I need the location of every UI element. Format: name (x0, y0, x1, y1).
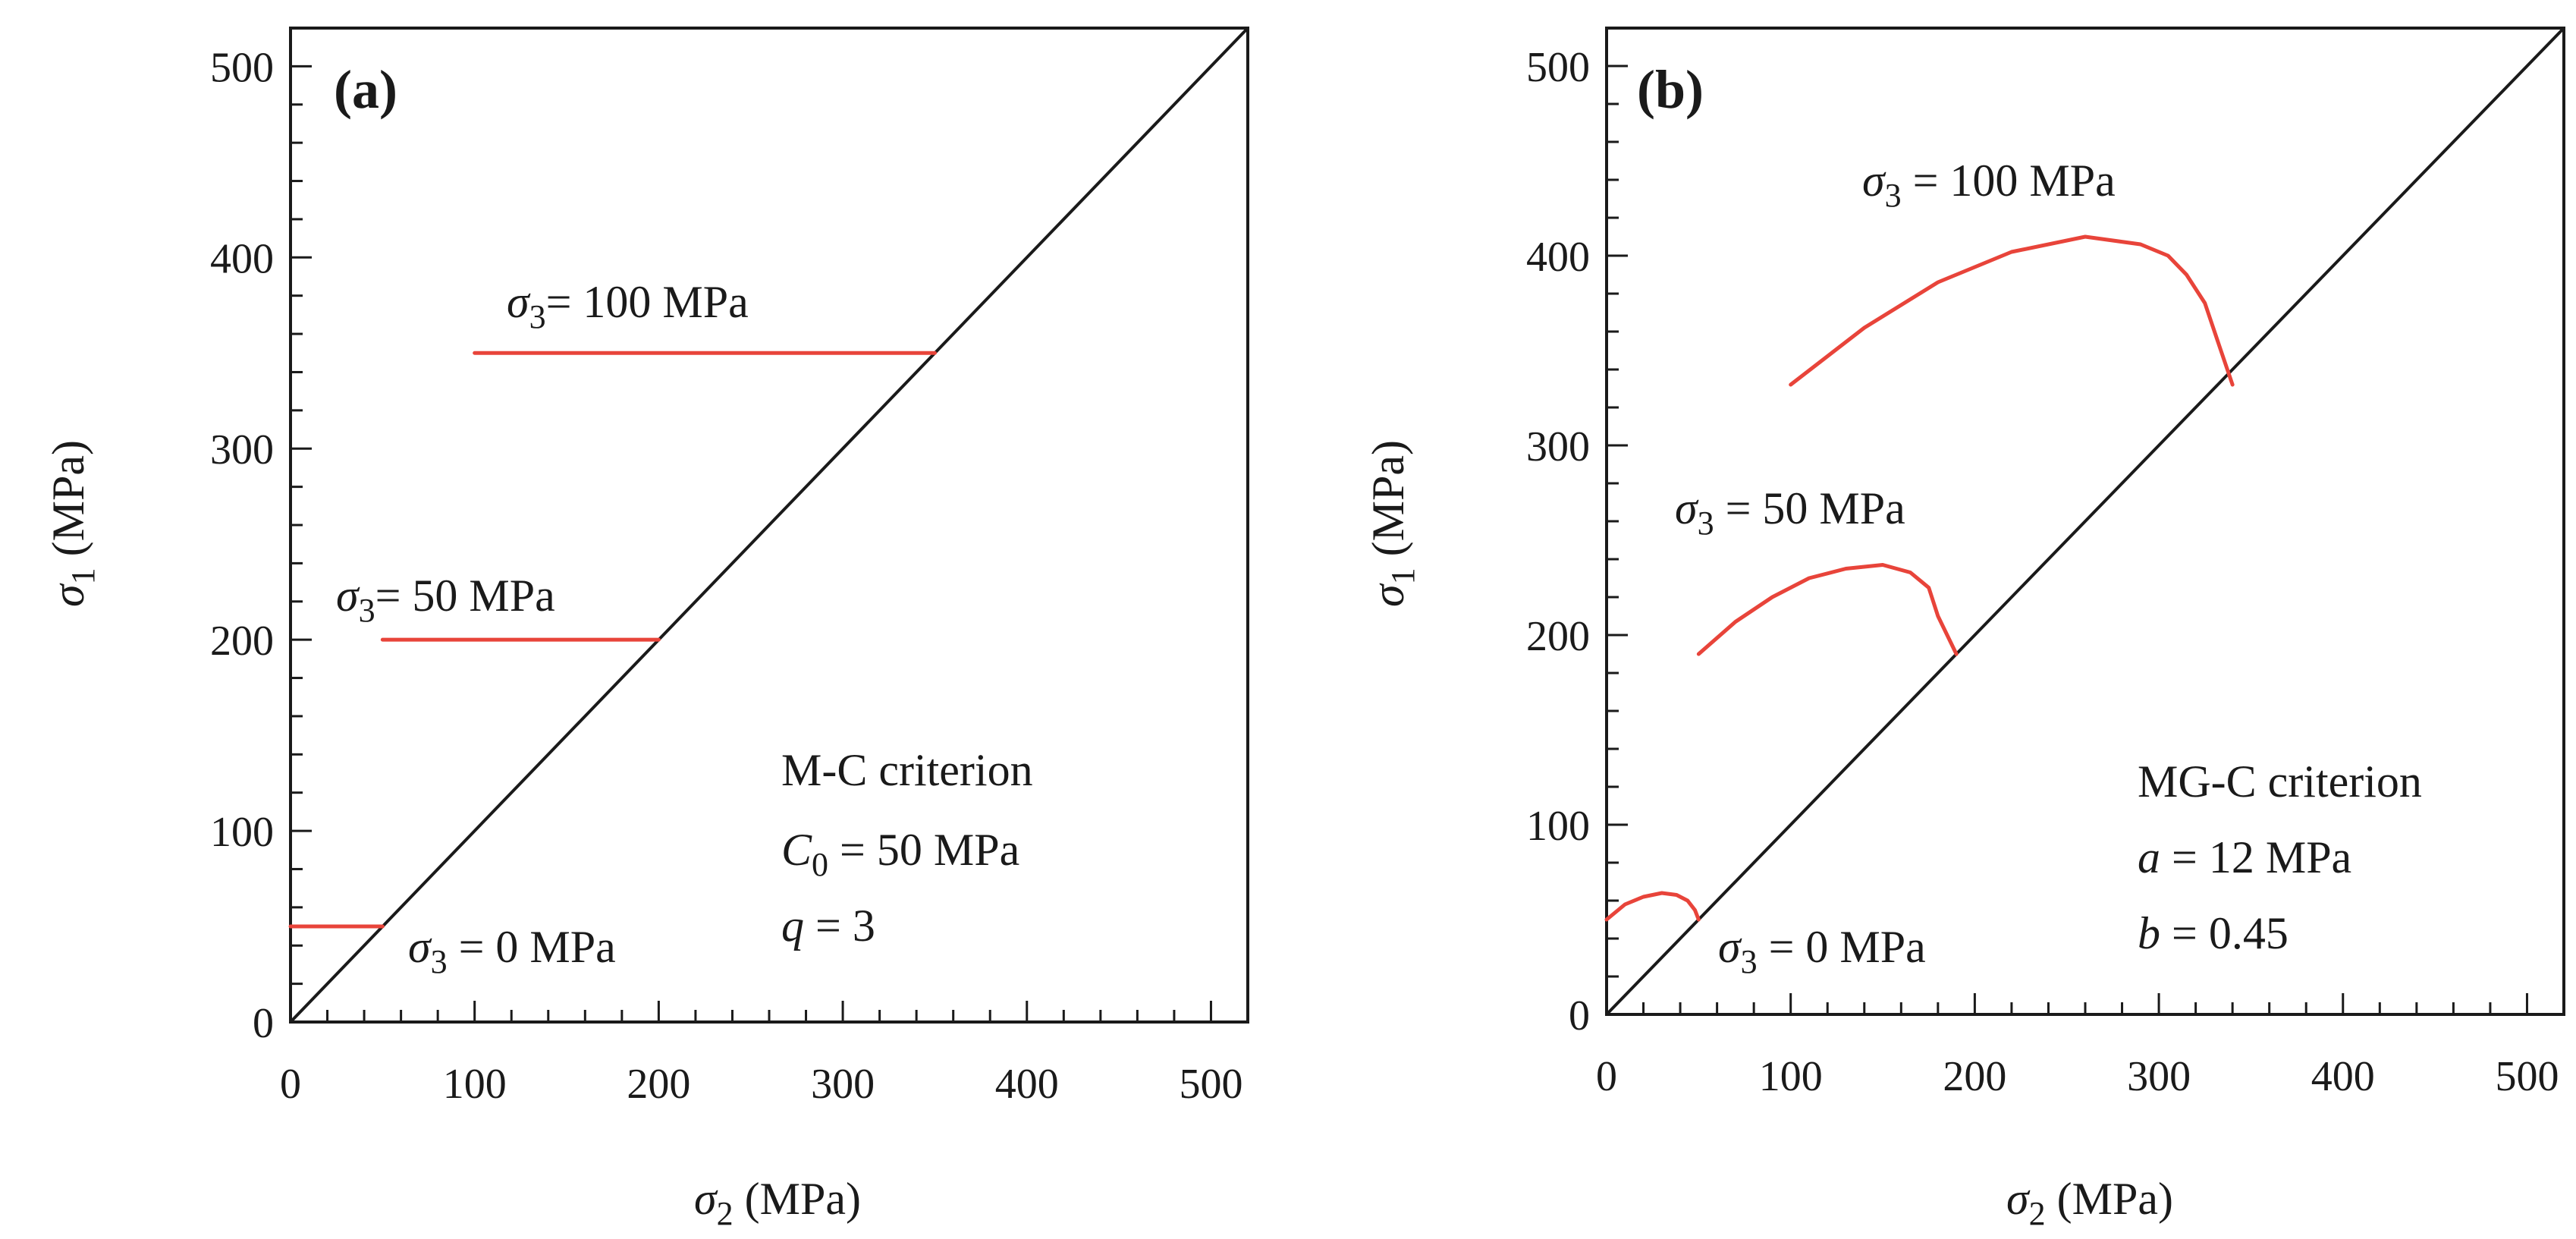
panel-b-criterion-title: MG-C criterion (2138, 756, 2422, 807)
panel-b-y-tick-label-0: 0 (1569, 992, 1590, 1039)
panel-b-y-ticks: 0 100 200 300 400 500 (1526, 27, 1628, 1039)
panel-a-criterion-line2: q = 3 (781, 901, 875, 951)
panel-a-y-ticks: 0 100 200 300 400 500 (210, 27, 312, 1047)
panel-b-y-tick-label-100: 100 (1526, 803, 1590, 850)
panel-a-y-tick-label-300: 300 (210, 426, 274, 473)
panel-b-series-lines (1604, 234, 2235, 922)
panel-b-y-tick-label-400: 400 (1526, 234, 1590, 281)
panel-a-criterion-line1: C0 = 50 MPa (781, 825, 1019, 883)
panel-a-x-ticks: 0 100 200 300 400 500 (280, 1001, 1249, 1108)
panel-a-x-tick-label-200: 200 (627, 1061, 690, 1108)
panel-a-diagonal-line (289, 27, 1249, 1024)
panel-a-y-tick-label-500: 500 (210, 44, 274, 91)
panel-b-diagonal-line (1605, 27, 2565, 1016)
panel-b-y-tick-label-200: 200 (1526, 613, 1590, 660)
panel-b-y-axis-label: σ1 (MPa) (1363, 440, 1422, 607)
panel-a-y-tick-label-0: 0 (253, 1000, 274, 1047)
panel-b-x-ticks: 0 100 200 300 400 500 (1596, 993, 2565, 1100)
panel-b-label: (b) (1637, 59, 1704, 120)
panel-b-series-2-line (1789, 234, 2235, 387)
panel-a-label-sigma3-0: σ3 = 0 MPa (408, 922, 616, 980)
panel-a-x-tick-label-500: 500 (1179, 1061, 1242, 1108)
panel-b-x-tick-label-400: 400 (2311, 1053, 2375, 1100)
panel-a-label-sigma3-100: σ3= 100 MPa (507, 277, 749, 335)
panel-b-x-axis-label: σ2 (MPa) (2006, 1174, 2173, 1232)
panel-a-x-tick-label-300: 300 (811, 1061, 875, 1108)
panel-a-x-axis-label: σ2 (MPa) (694, 1174, 861, 1232)
panel-b-label-sigma3-50: σ3 = 50 MPa (1675, 483, 1905, 542)
panel-b-x-tick-label-0: 0 (1596, 1053, 1617, 1100)
panel-a-label-sigma3-50: σ3= 50 MPa (336, 571, 555, 629)
panel-a-series-lines (288, 351, 937, 929)
panel-b-criterion-line1: a = 12 MPa (2138, 832, 2351, 882)
panel-b-criterion-line2: b = 0.45 (2138, 908, 2289, 958)
panel-a-y-axis-label: σ1 (MPa) (43, 440, 102, 607)
panel-a-y-tick-label-400: 400 (210, 235, 274, 282)
panel-b-x-tick-label-200: 200 (1943, 1053, 2006, 1100)
panel-b-y-tick-label-500: 500 (1526, 44, 1590, 91)
panel-b-label-sigma3-100: σ3 = 100 MPa (1862, 156, 2116, 214)
panel-b: (b) 0 100 200 300 400 500 0 100 200 300 400 500 σ3… (1363, 27, 2565, 1232)
panel-b-x-tick-label-500: 500 (2495, 1053, 2559, 1100)
panel-a-x-tick-label-0: 0 (280, 1061, 301, 1108)
panel-a-x-tick-label-400: 400 (995, 1061, 1059, 1108)
panel-a-y-tick-label-200: 200 (210, 618, 274, 665)
panel-b-x-tick-label-100: 100 (1759, 1053, 1823, 1100)
panel-b-y-tick-label-300: 300 (1526, 423, 1590, 470)
panel-a-label: (a) (334, 59, 397, 120)
panel-a: (a) 0 100 200 300 400 500 0 100 200 300 400 500 σ3… (43, 27, 1249, 1232)
panel-a-criterion-title: M-C criterion (781, 745, 1033, 795)
panel-a-x-tick-label-100: 100 (443, 1061, 507, 1108)
panel-a-y-tick-label-100: 100 (210, 809, 274, 856)
panel-b-label-sigma3-0: σ3 = 0 MPa (1718, 922, 1926, 980)
panel-b-x-tick-label-300: 300 (2127, 1053, 2191, 1100)
panel-b-series-1-line (1696, 563, 1959, 656)
panel-b-series-0-line (1604, 891, 1701, 922)
